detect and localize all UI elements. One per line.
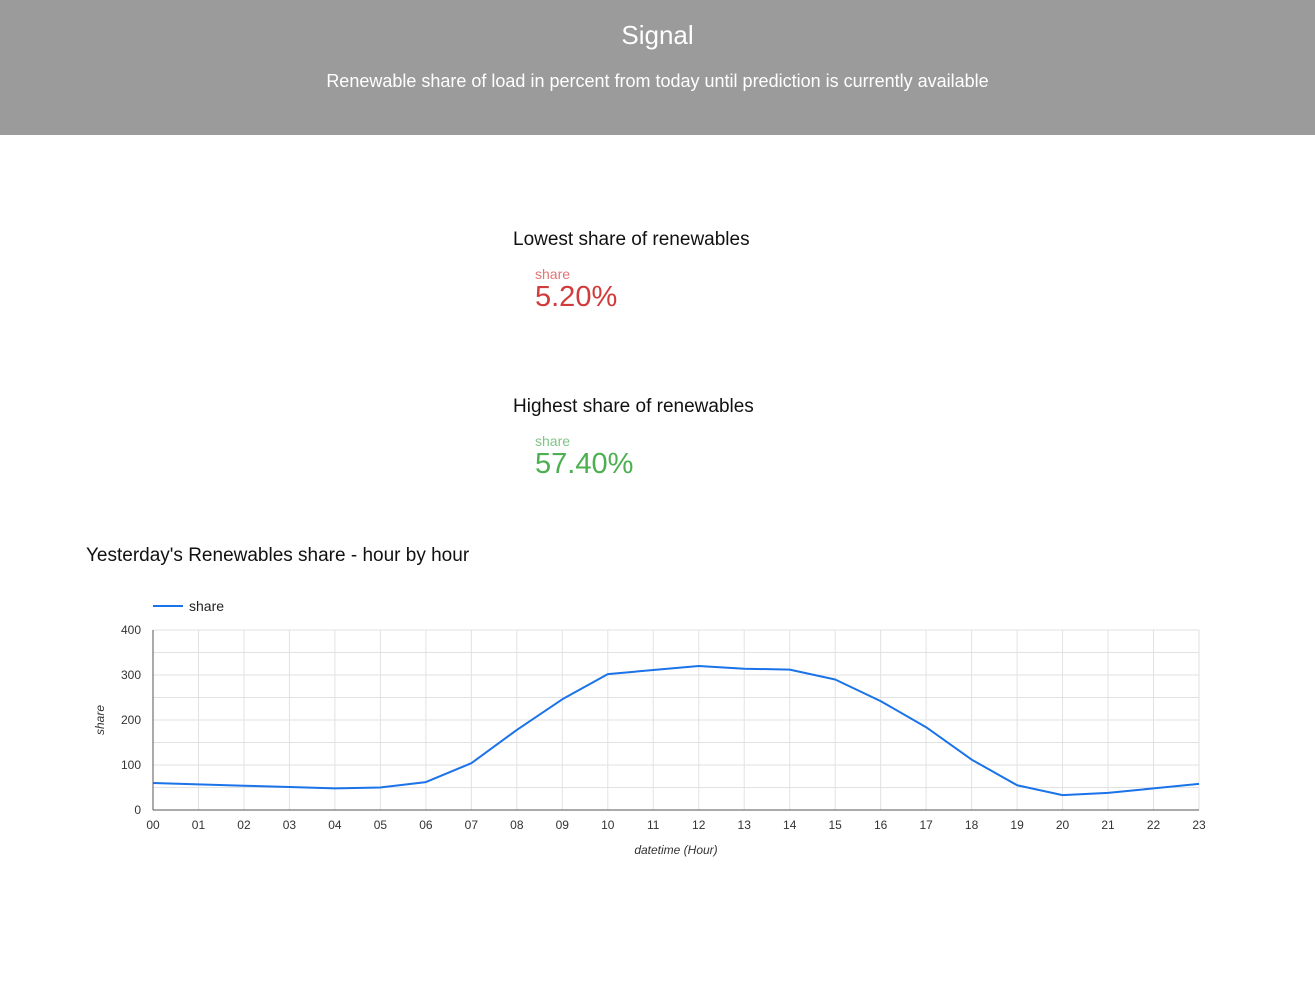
- x-tick-label: 15: [828, 818, 842, 832]
- lowest-share-value: 5.20%: [535, 281, 618, 313]
- x-tick-label: 20: [1056, 818, 1070, 832]
- x-tick-label: 08: [510, 818, 524, 832]
- y-tick-label: 0: [134, 803, 141, 817]
- series-line-share: [152, 665, 1200, 797]
- y-tick-label: 100: [121, 758, 141, 772]
- header-banner: Signal Renewable share of load in percen…: [0, 0, 1315, 135]
- lowest-share-scorecard: Lowest share of renewables share 5.20%: [513, 229, 933, 314]
- highest-share-scorecard: Highest share of renewables share 57.40%: [513, 396, 933, 481]
- x-tick-label: 22: [1147, 818, 1161, 832]
- x-tick-label: 05: [374, 818, 388, 832]
- chart-series: [152, 665, 1200, 797]
- x-tick-label: 06: [419, 818, 433, 832]
- chart-grid: [153, 629, 1200, 810]
- x-tick-label: 04: [328, 818, 342, 832]
- y-axis-title: share: [93, 705, 107, 735]
- highest-share-title: Highest share of renewables: [513, 396, 754, 417]
- x-tick-label: 21: [1101, 818, 1115, 832]
- y-tick-label: 200: [121, 713, 141, 727]
- x-tick-label: 03: [283, 818, 297, 832]
- chart-axes: 0 100 200 300 400 00 01 02 03 04 05 06 07 08 09 10 11 12 1…: [121, 623, 1206, 832]
- chart-title: Yesterday's Renewables share - hour by h…: [86, 545, 470, 566]
- x-tick-label: 12: [692, 818, 706, 832]
- x-tick-label: 16: [874, 818, 888, 832]
- hourly-share-chart: 0 100 200 300 400 00 01 02 03 04 05 06 07 08 09 10 11 12 1…: [93, 598, 1206, 857]
- y-tick-label: 400: [121, 623, 141, 637]
- x-tick-label: 01: [192, 818, 206, 832]
- x-tick-label: 17: [919, 818, 933, 832]
- x-tick-label: 02: [237, 818, 251, 832]
- chart-legend: share: [153, 598, 224, 614]
- x-tick-label: 19: [1010, 818, 1024, 832]
- page-subtitle: Renewable share of load in percent from …: [326, 71, 989, 91]
- lowest-share-label: share: [535, 266, 571, 282]
- x-tick-label: 10: [601, 818, 615, 832]
- x-tick-label: 14: [783, 818, 797, 832]
- x-axis-title: datetime (Hour): [634, 843, 717, 857]
- x-tick-label: 18: [965, 818, 979, 832]
- y-tick-label: 300: [121, 668, 141, 682]
- x-tick-label: 00: [146, 818, 160, 832]
- legend-label: share: [189, 598, 224, 614]
- x-tick-label: 23: [1192, 818, 1206, 832]
- lowest-share-title: Lowest share of renewables: [513, 229, 750, 250]
- x-tick-label: 11: [647, 818, 660, 832]
- x-tick-label: 09: [556, 818, 570, 832]
- highest-share-value: 57.40%: [535, 448, 634, 480]
- page-title: Signal: [621, 20, 694, 50]
- x-tick-label: 07: [465, 818, 479, 832]
- x-tick-label: 13: [738, 818, 752, 832]
- highest-share-label: share: [535, 433, 571, 449]
